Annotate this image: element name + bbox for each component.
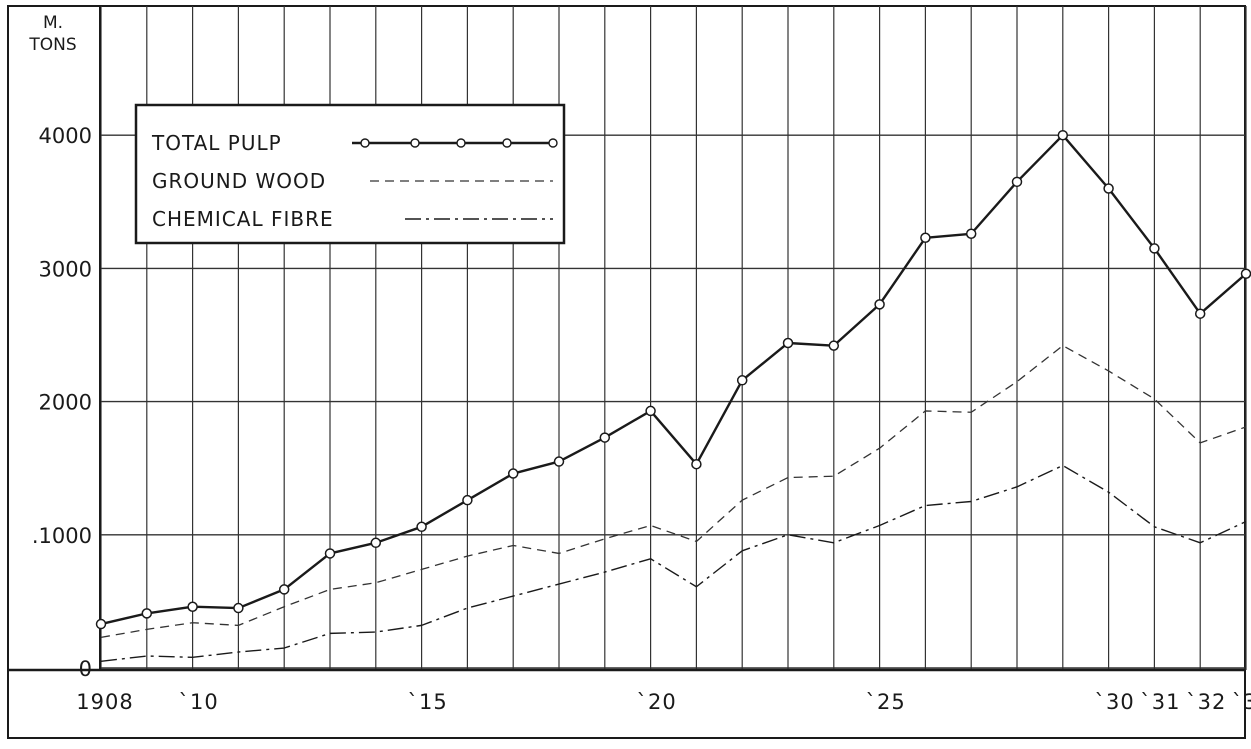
data-point-total-pulp [645, 405, 656, 417]
data-point-total-pulp [95, 618, 107, 630]
y-tick-label: 3000 [39, 257, 92, 281]
chart-frame [7, 5, 1246, 739]
y-tick-label: .1000 [32, 524, 92, 548]
data-point-total-pulp [782, 337, 794, 349]
data-point-total-pulp [370, 537, 382, 549]
data-point-total-pulp [599, 432, 611, 443]
legend-label: CHEMICAL FIBRE [152, 207, 334, 231]
x-tick-label: 1908 [76, 690, 133, 714]
x-tick-label: `30 [1094, 690, 1134, 714]
y-tick-label: 0 [79, 657, 92, 681]
x-tick-label: `20 [636, 690, 676, 714]
legend-label: GROUND WOOD [152, 169, 326, 193]
legend-sample-marker [502, 138, 512, 148]
data-point-total-pulp [691, 458, 702, 470]
x-tick-label: `33 [1232, 690, 1251, 714]
legend-sample-marker [360, 138, 370, 148]
data-point-total-pulp [416, 521, 427, 533]
data-point-total-pulp [965, 228, 977, 240]
x-tick-label: `32 [1186, 690, 1226, 714]
y-tick-label: 2000 [39, 391, 92, 415]
series-line-total-pulp [100, 133, 1247, 626]
x-tick-label: `31 [1140, 690, 1180, 714]
series-line-ground-wood [100, 345, 1247, 639]
x-tick-label: `10 [178, 690, 218, 714]
x-tick-label: `25 [865, 690, 905, 714]
data-point-total-pulp [324, 548, 336, 559]
legend-sample-marker [410, 138, 420, 148]
data-point-total-pulp [141, 608, 153, 619]
series [95, 129, 1251, 663]
data-point-total-pulp [874, 299, 885, 310]
data-point-total-pulp [828, 340, 840, 351]
data-point-total-pulp [1194, 308, 1206, 319]
legend-sample-marker [456, 138, 466, 148]
legend-label: TOTAL PULP [151, 131, 282, 155]
data-point-total-pulp [1057, 129, 1069, 141]
data-point-total-pulp [1149, 243, 1160, 254]
unit-label-line-1: M. [43, 13, 63, 33]
data-point-total-pulp [507, 468, 519, 479]
data-point-total-pulp [278, 584, 290, 595]
data-point-total-pulp [187, 601, 198, 612]
data-point-total-pulp [553, 456, 565, 467]
data-point-total-pulp [1011, 176, 1023, 188]
legend-box [134, 103, 566, 245]
legend: TOTAL PULP GROUND WOOD CHEMICAL FIBRE [134, 103, 566, 245]
unit-label-line-2: TONS [28, 35, 76, 55]
x-tick-label: `15 [407, 690, 447, 714]
legend-sample-marker [548, 138, 558, 148]
data-point-total-pulp [736, 375, 748, 386]
data-point-total-pulp [1240, 268, 1251, 279]
series-line-chemical-fibre [100, 464, 1247, 663]
data-point-total-pulp [462, 494, 473, 506]
axes: M.TONS 0 .1000 2000 3000 4000 1908 `10 `15 `20 `25… [8, 6, 1251, 714]
data-point-total-pulp [233, 602, 244, 614]
grid [100, 6, 1247, 670]
data-point-total-pulp [1103, 183, 1114, 194]
y-tick-label: 4000 [39, 124, 92, 148]
data-point-total-pulp [920, 232, 931, 244]
